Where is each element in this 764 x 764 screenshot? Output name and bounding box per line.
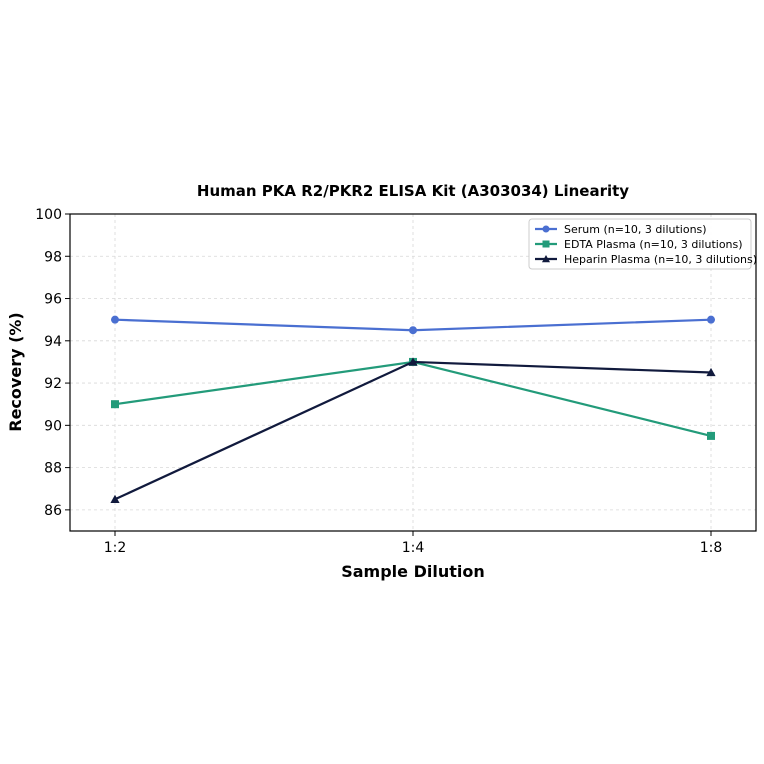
data-point: [707, 315, 715, 324]
data-point: [408, 357, 418, 366]
y-tick-label: 86: [44, 503, 62, 519]
data-point: [110, 494, 120, 503]
x-tick-label: 1:2: [104, 540, 127, 556]
chart-title: Human PKA R2/PKR2 ELISA Kit (A303034) Li…: [197, 182, 629, 200]
series-3: [110, 357, 716, 503]
series-layer: [110, 315, 716, 503]
legend: Serum (n=10, 3 dilutions) EDTA Plasma (n=…: [528, 218, 757, 270]
data-point: [706, 367, 716, 377]
legend-marker: [542, 240, 550, 248]
y-tick-label: 88: [44, 461, 62, 477]
y-axis-ticks: 86 88 90 92 94 96 98 100: [35, 207, 70, 519]
y-tick-label: 96: [44, 292, 62, 308]
y-tick-label: 98: [44, 249, 62, 265]
legend-marker: [542, 225, 550, 233]
legend-label: Heparin Plasma (n=10, 3 dilutions): [564, 253, 757, 266]
legend-label: EDTA Plasma (n=10, 3 dilutions): [564, 238, 743, 251]
data-point: [111, 315, 119, 324]
legend-item: Heparin Plasma (n=10, 3 dilutions): [535, 253, 757, 266]
data-point: [409, 326, 417, 335]
series-1: [111, 315, 715, 335]
legend-box: [528, 218, 752, 270]
data-point: [111, 400, 119, 409]
y-tick-label: 92: [44, 376, 62, 392]
x-tick-label: 1:4: [402, 540, 425, 556]
y-tick-label: 90: [44, 418, 62, 434]
x-axis-label: Sample Dilution: [341, 562, 485, 581]
legend-marker: [541, 254, 551, 263]
y-axis-label: Recovery (%): [6, 312, 25, 431]
legend-label: Serum (n=10, 3 dilutions): [564, 223, 707, 236]
y-tick-label: 94: [44, 334, 62, 350]
y-tick-label: 100: [35, 207, 62, 223]
legend-item: Serum (n=10, 3 dilutions): [535, 223, 707, 236]
x-tick-label: 1:8: [700, 540, 723, 556]
legend-item: EDTA Plasma (n=10, 3 dilutions): [535, 238, 743, 251]
x-axis-ticks: 1:2 1:4 1:8: [104, 531, 723, 556]
data-point: [707, 431, 715, 440]
